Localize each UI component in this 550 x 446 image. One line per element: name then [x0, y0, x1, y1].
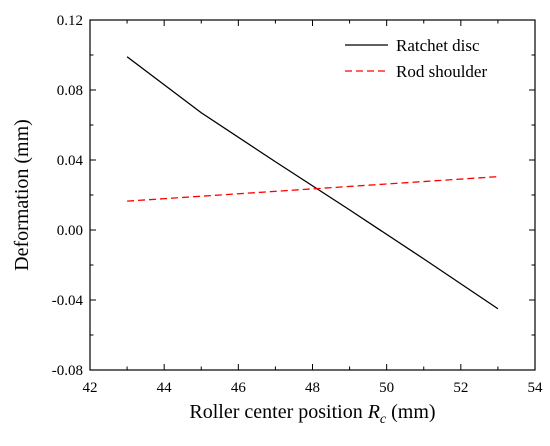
ticks: 42 44 46 48 50 52 54 -0.08 -0.04 0.00 0.04 0.08 0.12: [52, 13, 543, 396]
x-axis-title-symbol: R: [367, 401, 380, 423]
x-tick-label: 48: [305, 380, 320, 396]
series-line-ratchet-disc: [126, 56, 499, 310]
x-axis-title-text: Roller center position: [189, 401, 367, 423]
y-tick-label: 0.04: [57, 153, 84, 169]
x-tick-label: 52: [453, 380, 468, 396]
y-tick-label: 0.12: [57, 13, 83, 29]
legend: Ratchet disc Rod shoulder: [345, 36, 487, 81]
series-lines: [126, 56, 499, 310]
x-axis-title: Roller center position Rc (mm): [189, 401, 435, 427]
x-tick-label: 46: [231, 380, 247, 396]
x-axis-title-unit: (mm): [386, 401, 435, 423]
legend-label: Rod shoulder: [396, 62, 487, 81]
x-tick-label: 54: [528, 380, 544, 396]
y-tick-label: -0.08: [52, 363, 83, 379]
y-axis-title: Deformation (mm): [11, 119, 33, 271]
series-line-rod-shoulder: [127, 175, 498, 202]
x-tick-label: 50: [379, 380, 394, 396]
y-tick-label: 0.08: [57, 83, 83, 99]
y-tick-label: -0.04: [52, 293, 84, 309]
x-axis-title-subscript: c: [380, 412, 387, 427]
y-tick-label: 0.00: [57, 223, 83, 239]
x-tick-label: 44: [157, 380, 173, 396]
x-tick-label: 42: [83, 380, 98, 396]
legend-label: Ratchet disc: [396, 36, 480, 55]
